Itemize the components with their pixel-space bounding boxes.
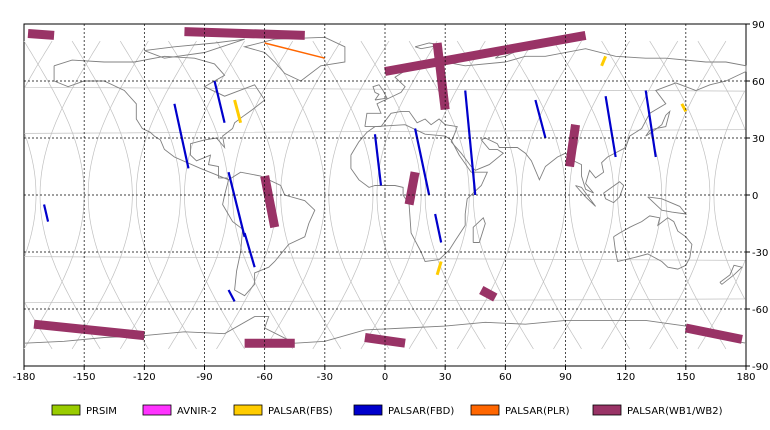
legend: PRSIM AVNIR-2 PALSAR(FBS) PALSAR(FBD) PALSAR…	[51, 404, 723, 417]
x-tick-label: 60	[499, 372, 512, 383]
legend-label: PALSAR(FBD)	[388, 406, 454, 417]
coastline	[23, 316, 747, 344]
wb-swath	[432, 42, 450, 111]
y-tick-label: 90	[752, 20, 765, 31]
fbs-swath	[600, 55, 607, 67]
coastline	[53, 55, 266, 181]
fbs-swath	[680, 103, 688, 113]
fbd-swath	[213, 80, 226, 124]
y-tick-label: 30	[752, 134, 765, 145]
x-tick-label: 0	[382, 372, 388, 383]
x-tick-label: -120	[133, 372, 156, 383]
coastline	[144, 38, 245, 59]
x-tick-label: 30	[439, 372, 452, 383]
legend-item: AVNIR-2	[142, 404, 217, 417]
coastline	[472, 216, 486, 243]
legend-swatch	[592, 404, 622, 416]
fbd-swath	[227, 171, 246, 238]
coastlines	[23, 36, 747, 344]
y-tick-label: -90	[752, 362, 768, 373]
coastline	[575, 185, 596, 207]
fbd-swath	[227, 289, 236, 302]
legend-swatch	[470, 404, 500, 416]
axis-ticks: -180 -150 -120 -90 -60 -30 0 30 60 90 120 150 180 90 6…	[13, 20, 769, 383]
legend-label: PALSAR(WB1/WB2)	[627, 406, 723, 417]
legend-label: PALSAR(FBS)	[268, 406, 333, 417]
observation-swaths	[27, 27, 743, 348]
legend-swatch	[51, 404, 81, 416]
legend-item: PALSAR(FBS)	[233, 404, 333, 417]
legend-swatch	[233, 404, 263, 416]
x-tick-label: -90	[196, 372, 212, 383]
x-tick-label: 120	[616, 372, 635, 383]
x-tick-label: -30	[317, 372, 333, 383]
legend-item: PALSAR(PLR)	[470, 404, 570, 417]
legend-item: PALSAR(FBD)	[353, 404, 454, 417]
wb-swath	[479, 286, 498, 302]
fbd-swath	[173, 103, 190, 169]
y-tick-label: -60	[752, 305, 768, 316]
fbs-swath	[435, 261, 443, 276]
fbd-swath	[464, 90, 477, 196]
x-tick-label: 150	[676, 372, 695, 383]
legend-label: PALSAR(PLR)	[505, 406, 570, 417]
fbd-swath	[534, 99, 547, 139]
fbd-swath	[373, 134, 383, 186]
fbd-swath	[414, 128, 431, 196]
wb-swath	[260, 175, 280, 229]
coastline	[719, 264, 743, 285]
wb-swath	[33, 319, 145, 341]
x-tick-label: 180	[736, 372, 755, 383]
fbd-swath	[42, 204, 50, 222]
coastline	[372, 84, 388, 101]
graticule-grid	[24, 24, 746, 366]
coastline	[645, 109, 671, 137]
wb-swath	[404, 171, 420, 206]
coastline	[603, 181, 625, 204]
legend-item: PRSIM	[51, 404, 117, 417]
fbs-swath	[233, 99, 243, 124]
fbd-swath	[644, 90, 657, 158]
coastline	[222, 171, 316, 297]
legend-label: AVNIR-2	[177, 406, 217, 417]
legend-label: PRSIM	[86, 406, 117, 417]
x-tick-label: -150	[73, 372, 96, 383]
y-tick-label: 0	[752, 191, 758, 202]
plr-swath	[264, 42, 326, 59]
legend-swatch	[142, 404, 172, 416]
coastline	[350, 124, 488, 262]
fbd-swath	[434, 213, 443, 243]
x-tick-label: -60	[256, 372, 272, 383]
coastline	[613, 215, 693, 270]
legend-item: PALSAR(WB1/WB2)	[592, 404, 723, 417]
wb-swath	[384, 30, 587, 76]
wb-swath	[684, 323, 743, 344]
wb-swath	[184, 27, 305, 40]
legend-swatch	[353, 404, 383, 416]
x-tick-label: -180	[13, 372, 36, 383]
y-tick-label: -30	[752, 248, 768, 259]
fbd-swath	[243, 232, 256, 268]
wb-swath	[27, 29, 55, 40]
wb-swath	[565, 124, 580, 168]
y-tick-label: 60	[752, 77, 765, 88]
x-tick-label: 90	[559, 372, 572, 383]
fbd-swath	[604, 96, 617, 158]
